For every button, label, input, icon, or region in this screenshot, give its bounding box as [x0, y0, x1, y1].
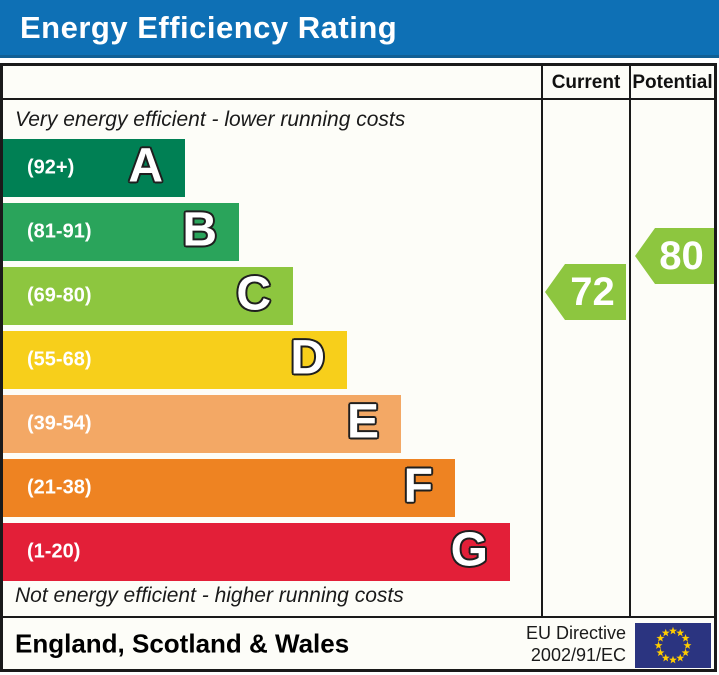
eu-flag-icon [635, 623, 711, 668]
band-letter: F [403, 459, 433, 513]
current-column-divider [541, 66, 543, 618]
band-range-label: (21-38) [27, 476, 92, 499]
chart-title-bar: Energy Efficiency Rating [0, 0, 719, 58]
band-range-label: (69-80) [27, 284, 92, 307]
band-letter: D [290, 331, 325, 385]
band-range-label: (92+) [27, 156, 75, 179]
current-rating-arrow: 72 [545, 264, 626, 320]
current-rating-value: 72 [570, 269, 615, 314]
eu-directive-line2: 2002/91/EC [530, 644, 626, 665]
rating-band-B: (81-91) B [3, 203, 239, 261]
rating-band-C: (69-80) C [3, 267, 293, 325]
header-row-divider [3, 98, 714, 100]
band-letter: B [182, 203, 217, 257]
bottom-note: Not energy efficient - higher running co… [15, 584, 404, 607]
band-letter: G [450, 523, 488, 577]
footer: England, Scotland & Wales EU Directive 2… [3, 618, 714, 669]
current-column-header: Current [551, 72, 621, 93]
rating-table: Current Potential Very energy efficient … [0, 63, 717, 672]
rating-band-F: (21-38) F [3, 459, 455, 517]
top-note: Very energy efficient - lower running co… [15, 108, 406, 131]
rating-band-A: (92+) A [3, 139, 185, 197]
band-range-label: (39-54) [27, 412, 92, 435]
band-range-label: (55-68) [27, 348, 92, 371]
potential-rating-value: 80 [659, 233, 704, 278]
potential-column-divider [629, 66, 631, 618]
eu-directive-label: EU Directive 2002/91/EC [526, 622, 626, 666]
band-range-label: (1-20) [27, 540, 81, 563]
eu-directive-line1: EU Directive [525, 622, 626, 643]
band-letter: C [236, 267, 271, 321]
rating-band-E: (39-54) E [3, 395, 401, 453]
rating-band-G: (1-20) G [3, 523, 510, 581]
potential-column-header: Potential [632, 72, 713, 93]
region-label: England, Scotland & Wales [15, 628, 350, 658]
chart-title: Energy Efficiency Rating [20, 9, 398, 45]
band-letter: A [128, 139, 163, 193]
rating-band-D: (55-68) D [3, 331, 347, 389]
band-range-label: (81-91) [27, 220, 92, 243]
band-letter: E [346, 395, 379, 449]
footer-row-divider [3, 616, 714, 618]
potential-rating-arrow: 80 [635, 228, 714, 284]
